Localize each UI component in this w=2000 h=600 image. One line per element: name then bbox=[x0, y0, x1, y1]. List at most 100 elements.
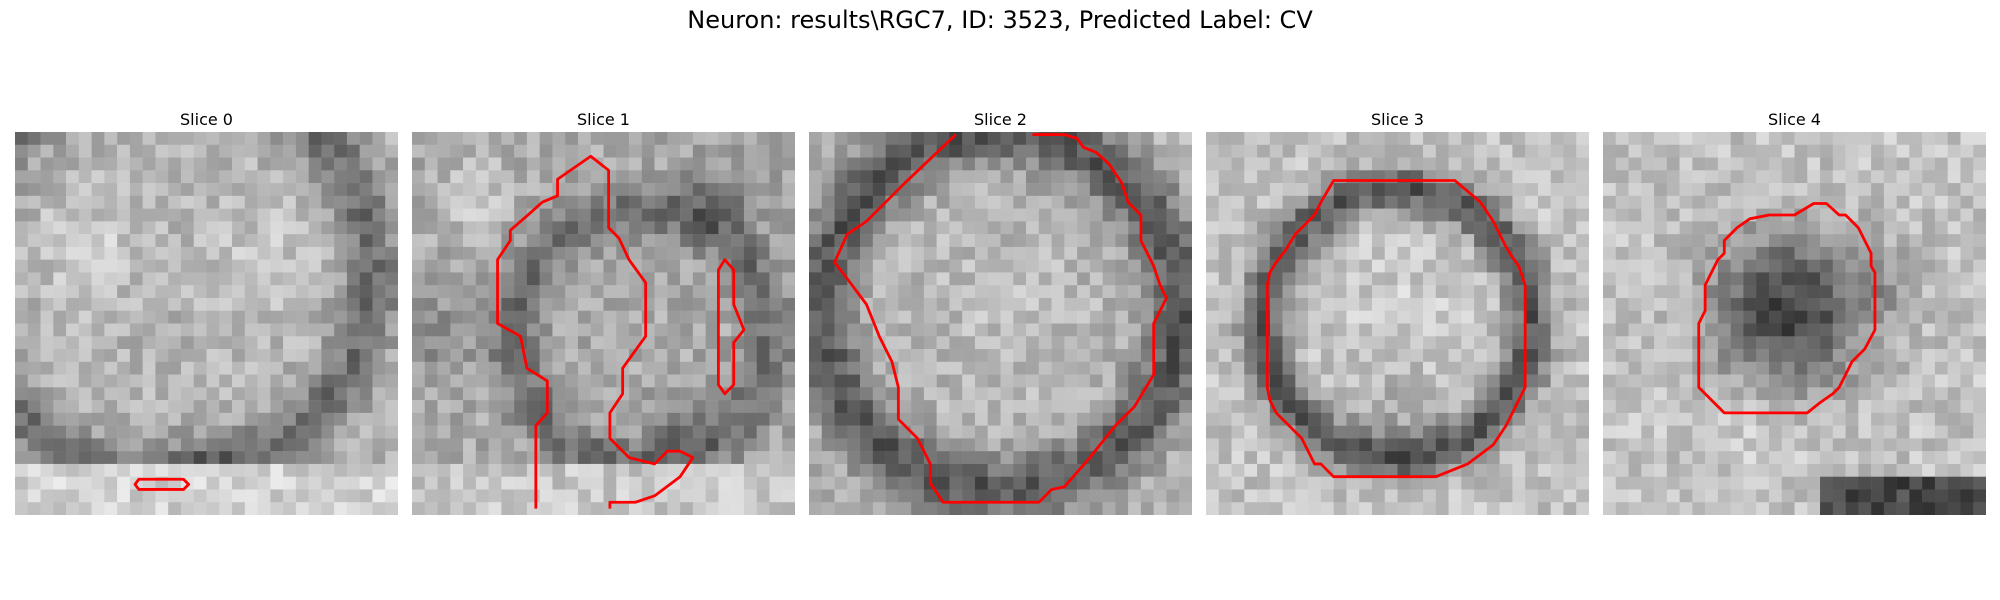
pixel bbox=[692, 297, 706, 311]
pixel bbox=[782, 310, 795, 324]
pixel bbox=[1679, 297, 1693, 311]
pixel bbox=[743, 157, 757, 171]
pixel bbox=[1128, 374, 1142, 388]
pixel bbox=[667, 297, 681, 311]
pixel bbox=[1359, 183, 1373, 197]
pixel bbox=[78, 144, 92, 158]
pixel bbox=[1140, 157, 1154, 171]
pixel bbox=[1934, 336, 1948, 350]
pixel bbox=[206, 387, 220, 401]
pixel bbox=[53, 272, 67, 286]
pixel bbox=[437, 425, 451, 439]
pixel bbox=[168, 502, 182, 515]
pixel bbox=[936, 425, 950, 439]
pixel bbox=[1628, 374, 1642, 388]
pixel bbox=[1934, 387, 1948, 401]
pixel bbox=[283, 400, 297, 414]
pixel bbox=[1077, 195, 1091, 209]
pixel bbox=[91, 246, 105, 260]
pixel bbox=[40, 183, 54, 197]
pixel bbox=[1410, 195, 1424, 209]
pixel bbox=[283, 144, 297, 158]
pixel bbox=[1550, 259, 1564, 273]
pixel bbox=[1051, 438, 1065, 452]
pixel bbox=[1435, 489, 1449, 503]
pixel bbox=[1077, 476, 1091, 490]
pixel bbox=[1845, 502, 1859, 515]
pixel bbox=[244, 195, 258, 209]
pixel bbox=[40, 132, 54, 146]
pixel bbox=[308, 195, 322, 209]
pixel bbox=[1896, 183, 1910, 197]
pixel bbox=[1576, 234, 1589, 248]
pixel bbox=[1102, 361, 1116, 375]
pixel bbox=[1486, 489, 1500, 503]
pixel bbox=[385, 323, 398, 337]
pixel bbox=[1231, 259, 1245, 273]
pixel bbox=[1858, 349, 1872, 363]
pixel bbox=[346, 425, 360, 439]
pixel bbox=[1461, 425, 1475, 439]
pixel bbox=[1486, 157, 1500, 171]
pixel bbox=[308, 132, 322, 146]
pixel bbox=[1064, 387, 1078, 401]
pixel bbox=[1410, 183, 1424, 197]
pixel bbox=[1295, 285, 1309, 299]
pixel bbox=[437, 489, 451, 503]
pixel bbox=[283, 170, 297, 184]
pixel bbox=[15, 170, 29, 184]
pixel bbox=[974, 502, 988, 515]
pixel bbox=[590, 221, 604, 235]
pixel bbox=[1013, 208, 1027, 222]
pixel bbox=[1705, 246, 1719, 260]
pixel bbox=[308, 349, 322, 363]
pixel bbox=[117, 489, 131, 503]
pixel bbox=[1654, 170, 1668, 184]
pixel bbox=[782, 463, 795, 477]
pixel bbox=[1641, 170, 1655, 184]
pixel bbox=[53, 285, 67, 299]
pixel bbox=[359, 221, 373, 235]
pixel bbox=[769, 502, 783, 515]
pixel bbox=[1896, 400, 1910, 414]
pixel bbox=[1102, 400, 1116, 414]
pixel bbox=[718, 195, 732, 209]
pixel bbox=[321, 463, 335, 477]
pixel bbox=[450, 170, 464, 184]
pixel bbox=[1756, 132, 1770, 146]
pixel bbox=[1628, 412, 1642, 426]
pixel bbox=[1474, 374, 1488, 388]
pixel bbox=[1371, 425, 1385, 439]
pixel bbox=[1064, 361, 1078, 375]
pixel bbox=[809, 336, 823, 350]
pixel bbox=[295, 463, 309, 477]
pixel bbox=[1820, 272, 1834, 286]
pixel bbox=[155, 374, 169, 388]
pixel bbox=[1474, 502, 1488, 515]
pixel bbox=[1038, 234, 1052, 248]
pixel bbox=[692, 451, 706, 465]
pixel bbox=[1883, 336, 1897, 350]
pixel bbox=[1206, 463, 1220, 477]
pixel bbox=[1603, 170, 1617, 184]
pixel bbox=[1308, 400, 1322, 414]
pixel bbox=[936, 502, 950, 515]
pixel bbox=[1089, 183, 1103, 197]
pixel bbox=[590, 259, 604, 273]
pixel bbox=[359, 144, 373, 158]
pixel bbox=[1794, 221, 1808, 235]
pixel bbox=[15, 349, 29, 363]
pixel bbox=[385, 132, 398, 146]
pixel bbox=[514, 438, 528, 452]
pixel bbox=[847, 489, 861, 503]
pixel bbox=[437, 387, 451, 401]
pixel bbox=[577, 310, 591, 324]
pixel bbox=[321, 132, 335, 146]
pixel bbox=[424, 259, 438, 273]
pixel bbox=[1206, 336, 1220, 350]
pixel bbox=[1026, 221, 1040, 235]
pixel bbox=[1883, 412, 1897, 426]
pixel bbox=[1461, 374, 1475, 388]
pixel bbox=[270, 170, 284, 184]
pixel bbox=[1346, 387, 1360, 401]
